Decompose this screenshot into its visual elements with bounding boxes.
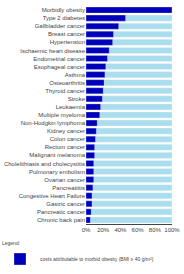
svg-text:Cholelithiasis and cholecystit: Cholelithiasis and cholecystitis — [4, 161, 85, 167]
svg-text:Hypertension: Hypertension — [50, 39, 85, 45]
svg-text:Rectum cancer: Rectum cancer — [45, 144, 85, 150]
svg-text:Pancreatiitis: Pancreatiitis — [52, 185, 85, 191]
svg-text:Gallbladder cancer: Gallbladder cancer — [35, 23, 85, 29]
svg-text:Thyroid cancer: Thyroid cancer — [45, 88, 85, 94]
svg-text:80%: 80% — [149, 227, 162, 233]
svg-text:Endometrial cancer: Endometrial cancer — [33, 56, 85, 62]
svg-text:Pulmonary embolism: Pulmonary embolism — [29, 169, 85, 175]
svg-text:Ischaemic heart disease: Ischaemic heart disease — [20, 48, 85, 54]
svg-text:Type 2 diabetes: Type 2 diabetes — [43, 15, 85, 21]
svg-text:Breast cancer: Breast cancer — [48, 31, 85, 37]
svg-text:Malignant melanoma: Malignant melanoma — [29, 152, 85, 158]
svg-text:Ovarian cancer: Ovarian cancer — [44, 177, 85, 183]
svg-text:Colon cancer: Colon cancer — [50, 136, 85, 142]
svg-text:Leukaemia: Leukaemia — [56, 104, 86, 110]
svg-text:Kidney cancer: Kidney cancer — [47, 128, 85, 134]
svg-text:Morbidly obesity: Morbidly obesity — [42, 7, 85, 13]
svg-text:60%: 60% — [132, 227, 145, 233]
svg-text:Chronic back pain: Chronic back pain — [37, 217, 85, 223]
svg-text:20%: 20% — [97, 227, 110, 233]
svg-text:Non-Hodgkin lymphoma: Non-Hodgkin lymphoma — [21, 120, 86, 126]
svg-text:Esophageal cancer: Esophageal cancer — [34, 64, 85, 70]
svg-text:Asthma: Asthma — [65, 72, 86, 78]
svg-text:Legend:: Legend: — [2, 240, 20, 246]
svg-text:Pancreatic cancer: Pancreatic cancer — [37, 209, 85, 215]
svg-text:40%: 40% — [114, 227, 127, 233]
svg-text:Congestive Heart Failure: Congestive Heart Failure — [19, 193, 86, 199]
svg-text:Osteoarthritis: Osteoarthritis — [49, 80, 85, 86]
svg-text:Multiple myeloma: Multiple myeloma — [38, 112, 85, 118]
svg-text:costs attributable to morbid o: costs attributable to morbid obesity (BM… — [40, 256, 154, 262]
svg-text:100%: 100% — [164, 227, 180, 233]
svg-text:0%: 0% — [82, 227, 91, 233]
svg-text:Stroke: Stroke — [68, 96, 86, 102]
svg-text:Gastric cancer: Gastric cancer — [46, 201, 85, 207]
